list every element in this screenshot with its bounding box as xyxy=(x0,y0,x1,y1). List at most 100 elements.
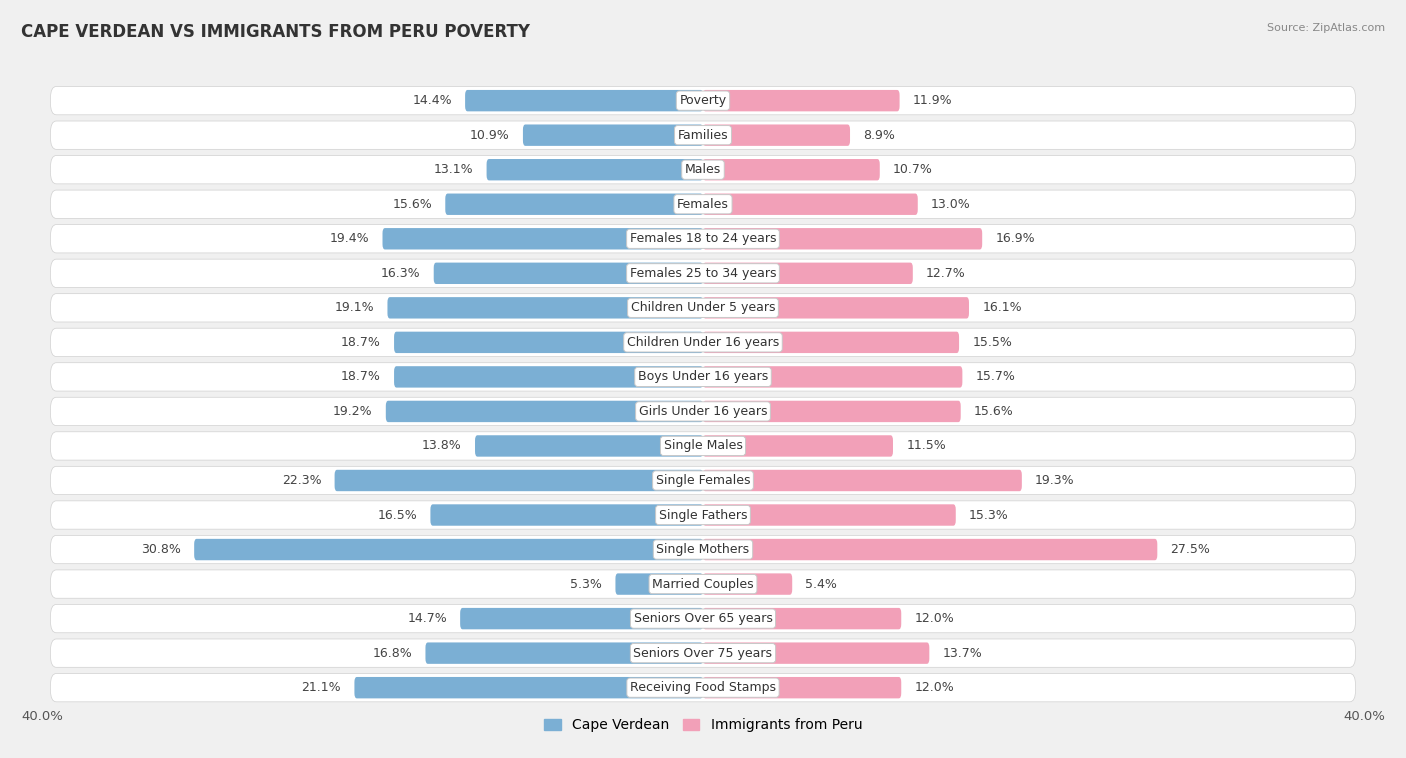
FancyBboxPatch shape xyxy=(703,539,1157,560)
Text: 10.7%: 10.7% xyxy=(893,163,932,176)
Text: 5.4%: 5.4% xyxy=(806,578,838,590)
FancyBboxPatch shape xyxy=(703,677,901,698)
Text: Boys Under 16 years: Boys Under 16 years xyxy=(638,371,768,384)
FancyBboxPatch shape xyxy=(523,124,703,146)
Text: 15.3%: 15.3% xyxy=(969,509,1008,522)
FancyBboxPatch shape xyxy=(394,366,703,387)
Text: 15.6%: 15.6% xyxy=(392,198,432,211)
FancyBboxPatch shape xyxy=(51,501,1355,529)
Text: 13.1%: 13.1% xyxy=(433,163,474,176)
FancyBboxPatch shape xyxy=(51,121,1355,149)
Text: Males: Males xyxy=(685,163,721,176)
FancyBboxPatch shape xyxy=(703,504,956,526)
Text: 11.5%: 11.5% xyxy=(907,440,946,453)
Text: 15.6%: 15.6% xyxy=(974,405,1014,418)
Text: Poverty: Poverty xyxy=(679,94,727,107)
Text: 15.7%: 15.7% xyxy=(976,371,1015,384)
Text: 14.4%: 14.4% xyxy=(412,94,451,107)
Text: 16.8%: 16.8% xyxy=(373,647,412,659)
FancyBboxPatch shape xyxy=(703,262,912,284)
FancyBboxPatch shape xyxy=(51,432,1355,460)
FancyBboxPatch shape xyxy=(703,193,918,215)
Text: 19.2%: 19.2% xyxy=(333,405,373,418)
Text: 14.7%: 14.7% xyxy=(408,612,447,625)
Text: 16.1%: 16.1% xyxy=(983,302,1022,315)
FancyBboxPatch shape xyxy=(51,466,1355,495)
Text: Receiving Food Stamps: Receiving Food Stamps xyxy=(630,681,776,694)
Text: 11.9%: 11.9% xyxy=(912,94,952,107)
FancyBboxPatch shape xyxy=(703,643,929,664)
FancyBboxPatch shape xyxy=(51,86,1355,114)
Text: 13.8%: 13.8% xyxy=(422,440,461,453)
FancyBboxPatch shape xyxy=(703,159,880,180)
FancyBboxPatch shape xyxy=(385,401,703,422)
FancyBboxPatch shape xyxy=(51,155,1355,184)
FancyBboxPatch shape xyxy=(194,539,703,560)
FancyBboxPatch shape xyxy=(703,366,962,387)
FancyBboxPatch shape xyxy=(51,535,1355,564)
Text: Source: ZipAtlas.com: Source: ZipAtlas.com xyxy=(1267,23,1385,33)
FancyBboxPatch shape xyxy=(703,435,893,456)
Text: 15.5%: 15.5% xyxy=(973,336,1012,349)
Text: CAPE VERDEAN VS IMMIGRANTS FROM PERU POVERTY: CAPE VERDEAN VS IMMIGRANTS FROM PERU POV… xyxy=(21,23,530,41)
Text: 10.9%: 10.9% xyxy=(470,129,510,142)
FancyBboxPatch shape xyxy=(51,604,1355,633)
Text: Married Couples: Married Couples xyxy=(652,578,754,590)
FancyBboxPatch shape xyxy=(703,124,851,146)
Text: 12.7%: 12.7% xyxy=(927,267,966,280)
Text: 18.7%: 18.7% xyxy=(342,371,381,384)
Text: 12.0%: 12.0% xyxy=(914,681,955,694)
FancyBboxPatch shape xyxy=(388,297,703,318)
FancyBboxPatch shape xyxy=(51,190,1355,218)
FancyBboxPatch shape xyxy=(51,397,1355,425)
Text: 13.0%: 13.0% xyxy=(931,198,970,211)
Text: Seniors Over 65 years: Seniors Over 65 years xyxy=(634,612,772,625)
Text: Single Fathers: Single Fathers xyxy=(659,509,747,522)
FancyBboxPatch shape xyxy=(486,159,703,180)
Text: 16.3%: 16.3% xyxy=(381,267,420,280)
FancyBboxPatch shape xyxy=(51,328,1355,356)
FancyBboxPatch shape xyxy=(51,570,1355,598)
Text: 16.5%: 16.5% xyxy=(377,509,418,522)
FancyBboxPatch shape xyxy=(430,504,703,526)
Text: 27.5%: 27.5% xyxy=(1171,543,1211,556)
FancyBboxPatch shape xyxy=(51,224,1355,253)
Text: 18.7%: 18.7% xyxy=(342,336,381,349)
FancyBboxPatch shape xyxy=(465,90,703,111)
Text: 16.9%: 16.9% xyxy=(995,232,1035,246)
FancyBboxPatch shape xyxy=(703,573,792,595)
FancyBboxPatch shape xyxy=(616,573,703,595)
Text: Children Under 16 years: Children Under 16 years xyxy=(627,336,779,349)
Text: 19.4%: 19.4% xyxy=(329,232,370,246)
Text: Females 25 to 34 years: Females 25 to 34 years xyxy=(630,267,776,280)
FancyBboxPatch shape xyxy=(51,639,1355,667)
Text: 22.3%: 22.3% xyxy=(281,474,322,487)
Text: 19.3%: 19.3% xyxy=(1035,474,1074,487)
Legend: Cape Verdean, Immigrants from Peru: Cape Verdean, Immigrants from Peru xyxy=(544,718,862,732)
Text: 13.7%: 13.7% xyxy=(942,647,983,659)
FancyBboxPatch shape xyxy=(703,608,901,629)
Text: 30.8%: 30.8% xyxy=(141,543,181,556)
Text: Girls Under 16 years: Girls Under 16 years xyxy=(638,405,768,418)
FancyBboxPatch shape xyxy=(475,435,703,456)
FancyBboxPatch shape xyxy=(460,608,703,629)
FancyBboxPatch shape xyxy=(446,193,703,215)
FancyBboxPatch shape xyxy=(433,262,703,284)
FancyBboxPatch shape xyxy=(382,228,703,249)
Text: 12.0%: 12.0% xyxy=(914,612,955,625)
Text: 21.1%: 21.1% xyxy=(301,681,342,694)
FancyBboxPatch shape xyxy=(703,228,983,249)
Text: Seniors Over 75 years: Seniors Over 75 years xyxy=(634,647,772,659)
Text: 8.9%: 8.9% xyxy=(863,129,896,142)
FancyBboxPatch shape xyxy=(703,332,959,353)
Text: 19.1%: 19.1% xyxy=(335,302,374,315)
FancyBboxPatch shape xyxy=(703,401,960,422)
FancyBboxPatch shape xyxy=(426,643,703,664)
FancyBboxPatch shape xyxy=(703,297,969,318)
Text: Females: Females xyxy=(678,198,728,211)
Text: Single Males: Single Males xyxy=(664,440,742,453)
FancyBboxPatch shape xyxy=(335,470,703,491)
Text: Families: Families xyxy=(678,129,728,142)
Text: Females 18 to 24 years: Females 18 to 24 years xyxy=(630,232,776,246)
FancyBboxPatch shape xyxy=(51,259,1355,287)
